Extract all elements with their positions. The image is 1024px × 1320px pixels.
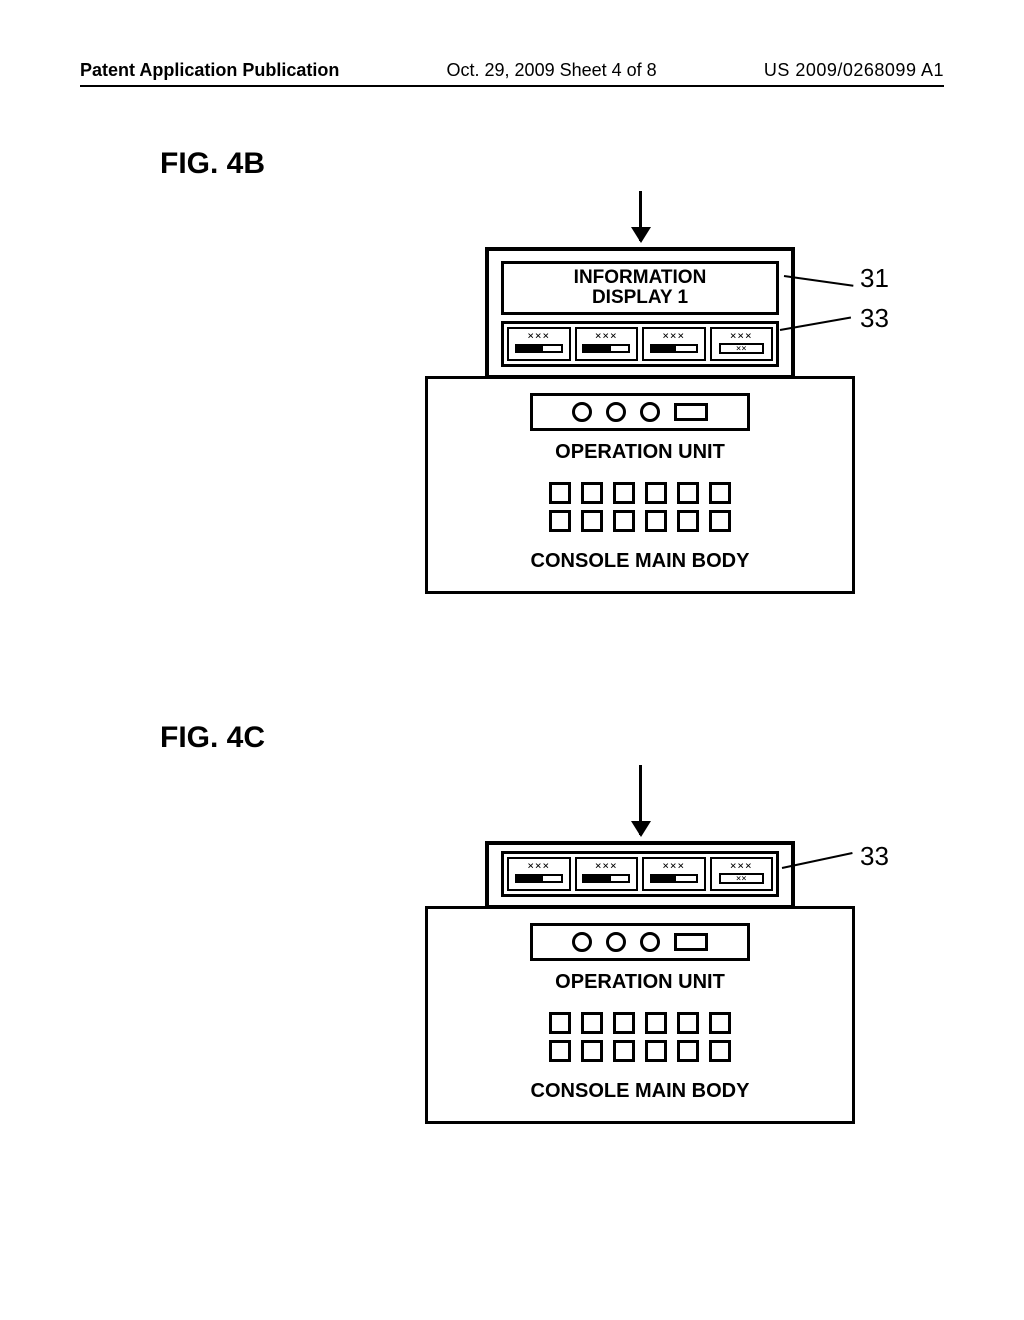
page: Patent Application Publication Oct. 29, … [80, 60, 944, 1205]
button-row-2 [438, 1040, 842, 1062]
circle-icon [572, 932, 592, 952]
operation-unit-label: OPERATION UNIT [438, 971, 842, 994]
tab-4: ××× ×× [710, 857, 774, 891]
square-icon [677, 482, 699, 504]
square-icon [549, 1012, 571, 1034]
square-icon [645, 1012, 667, 1034]
circle-icon [606, 932, 626, 952]
figure-4b-label: FIG. 4B [160, 147, 944, 181]
tab-text: ××× [662, 860, 685, 871]
monitor-frame-4c: ××× ××× ××× ××× ×× [485, 841, 795, 909]
square-icon [613, 1012, 635, 1034]
header-date-sheet: Oct. 29, 2009 Sheet 4 of 8 [447, 60, 657, 81]
square-icon [549, 510, 571, 532]
tab-text: ××× [662, 330, 685, 341]
square-icon [581, 482, 603, 504]
circle-icon [640, 932, 660, 952]
tab-1: ××× [507, 327, 571, 361]
button-row-1 [438, 482, 842, 504]
tab-text: ××× [595, 860, 618, 871]
square-icon [581, 510, 603, 532]
header-pub-number: US 2009/0268099 A1 [764, 60, 944, 81]
tab-row-4c: ××× ××× ××× ××× ×× [501, 851, 779, 897]
square-icon [677, 1040, 699, 1062]
header-publication: Patent Application Publication [80, 60, 339, 81]
arrow-down-icon [639, 191, 642, 241]
button-row-1 [438, 1012, 842, 1034]
tab-text: ××× [527, 860, 550, 871]
reference-number-31: 31 [860, 263, 889, 294]
figure-4b: INFORMATION DISPLAY 1 ××× ××× ××× ××× ×× [340, 191, 940, 671]
square-icon [645, 482, 667, 504]
tab-bar [582, 344, 630, 353]
information-display-text: INFORMATION DISPLAY 1 [574, 267, 707, 308]
square-icon [613, 510, 635, 532]
tab-2: ××× [575, 857, 639, 891]
tab-bar [582, 874, 630, 883]
tab-3: ××× [642, 857, 706, 891]
tab-text: ××× [595, 330, 618, 341]
square-icon [677, 1012, 699, 1034]
square-icon [645, 1040, 667, 1062]
reference-number-33: 33 [860, 303, 889, 334]
circle-icon [640, 402, 660, 422]
tab-bar [515, 344, 563, 353]
rect-icon [674, 933, 708, 951]
reference-number-33: 33 [860, 841, 889, 872]
console-main-body-label: CONSOLE MAIN BODY [438, 1080, 842, 1103]
figure-4c: ××× ××× ××× ××× ×× [340, 765, 940, 1205]
arrow-down-icon [639, 765, 642, 835]
tab-text: ××× [730, 330, 753, 341]
square-icon [549, 482, 571, 504]
console-main-body-label: CONSOLE MAIN BODY [438, 550, 842, 573]
tab-bar [650, 874, 698, 883]
console-body-4b: OPERATION UNIT CONSOLE MAIN BODY [425, 376, 855, 594]
operation-panel [530, 393, 750, 431]
square-icon [709, 1012, 731, 1034]
square-icon [645, 510, 667, 532]
square-icon [709, 510, 731, 532]
tab-2: ××× [575, 327, 639, 361]
tab-row-4b: ××× ××× ××× ××× ×× [501, 321, 779, 367]
tab-text: ××× [527, 330, 550, 341]
button-row-2 [438, 510, 842, 532]
circle-icon [572, 402, 592, 422]
square-icon [581, 1040, 603, 1062]
square-icon [677, 510, 699, 532]
information-display-box: INFORMATION DISPLAY 1 [501, 261, 779, 315]
tab-bar [515, 874, 563, 883]
square-icon [581, 1012, 603, 1034]
monitor-frame-4b: INFORMATION DISPLAY 1 ××× ××× ××× ××× ×× [485, 247, 795, 379]
rect-icon [674, 403, 708, 421]
tab-bar [650, 344, 698, 353]
tab-3: ××× [642, 327, 706, 361]
operation-panel [530, 923, 750, 961]
square-icon [549, 1040, 571, 1062]
tab-text: ××× [730, 860, 753, 871]
tab-4: ××× ×× [710, 327, 774, 361]
operation-unit-label: OPERATION UNIT [438, 441, 842, 464]
tab-inner-box: ×× [719, 873, 764, 884]
square-icon [709, 482, 731, 504]
page-header: Patent Application Publication Oct. 29, … [80, 60, 944, 87]
figure-4c-label: FIG. 4C [160, 721, 944, 755]
tab-inner-box: ×× [719, 343, 764, 354]
square-icon [613, 482, 635, 504]
circle-icon [606, 402, 626, 422]
console-body-4c: OPERATION UNIT CONSOLE MAIN BODY [425, 906, 855, 1124]
tab-1: ××× [507, 857, 571, 891]
square-icon [709, 1040, 731, 1062]
square-icon [613, 1040, 635, 1062]
